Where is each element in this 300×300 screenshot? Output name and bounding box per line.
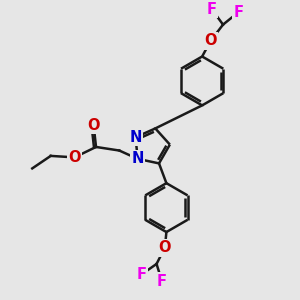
Text: N: N (129, 130, 142, 145)
Text: O: O (68, 150, 81, 165)
Text: O: O (204, 34, 217, 49)
Text: F: F (137, 267, 147, 282)
Text: F: F (233, 4, 244, 20)
Text: O: O (87, 118, 100, 133)
Text: F: F (157, 274, 167, 289)
Text: O: O (159, 240, 171, 255)
Text: F: F (207, 2, 217, 16)
Text: N: N (132, 152, 144, 166)
